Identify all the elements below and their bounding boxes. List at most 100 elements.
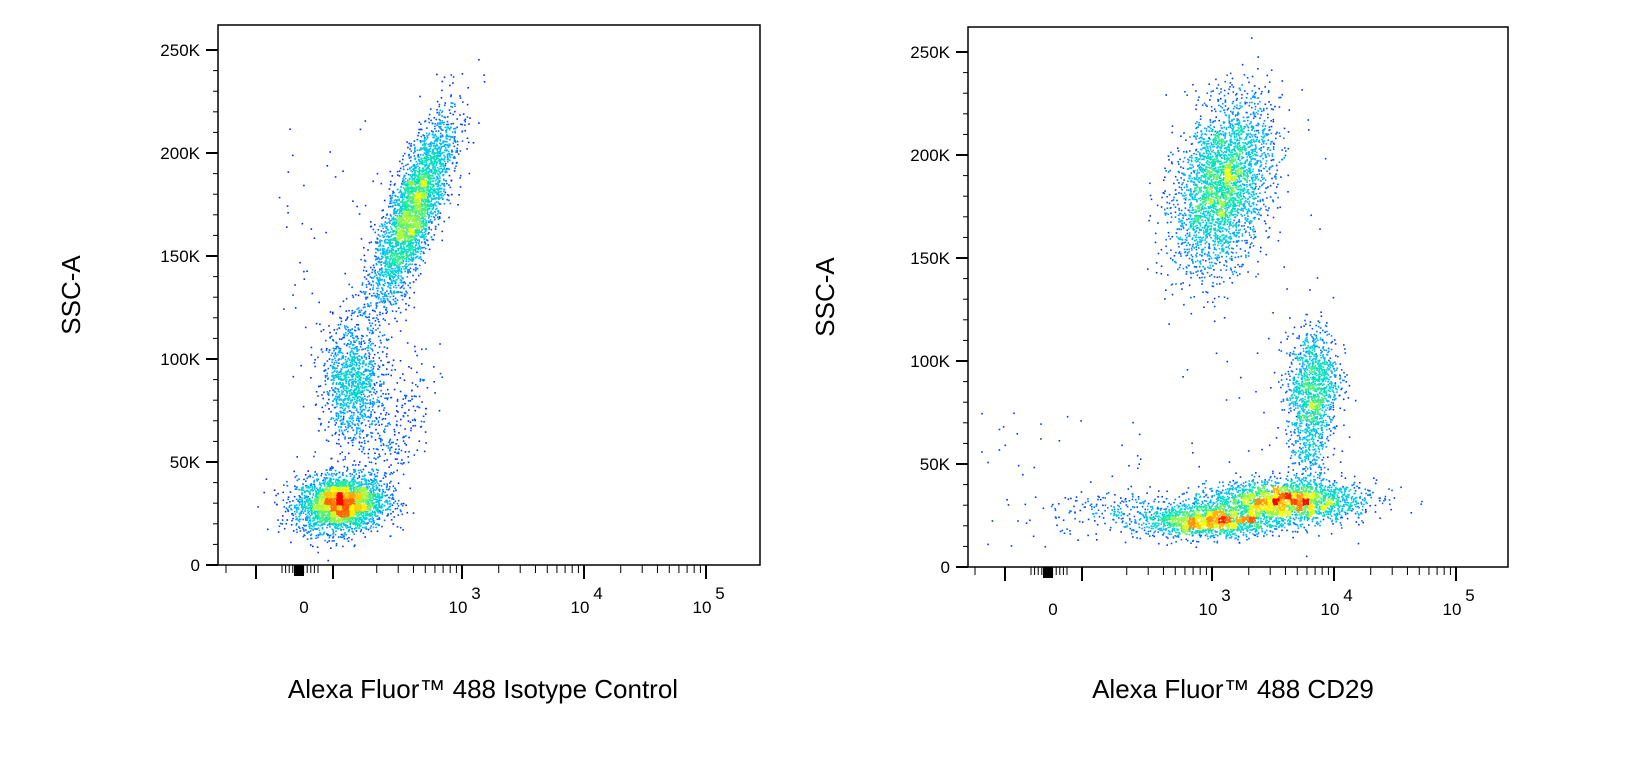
event-dot bbox=[387, 257, 389, 260]
event-dot bbox=[418, 169, 421, 171]
event-dot bbox=[436, 177, 439, 179]
event-dot bbox=[388, 361, 390, 364]
event-dot bbox=[363, 340, 365, 342]
event-dot bbox=[377, 287, 379, 290]
event-dot bbox=[424, 165, 426, 168]
event-dot bbox=[367, 305, 369, 307]
event-dot bbox=[429, 154, 431, 157]
event-dot bbox=[340, 358, 343, 360]
event-dot bbox=[376, 515, 379, 517]
event-dot bbox=[376, 277, 378, 280]
event-dot bbox=[419, 140, 422, 142]
event-dot bbox=[336, 403, 338, 405]
event-dot bbox=[426, 154, 429, 156]
event-dot bbox=[384, 301, 386, 303]
event-dot bbox=[383, 407, 386, 409]
event-dot bbox=[442, 165, 445, 167]
event-dot bbox=[360, 383, 362, 385]
event-dot bbox=[383, 280, 386, 282]
event-dot bbox=[331, 472, 333, 475]
event-dot bbox=[362, 398, 365, 401]
event-dot bbox=[403, 152, 406, 155]
event-dot bbox=[430, 145, 432, 148]
event-dot bbox=[367, 528, 370, 531]
event-dot bbox=[339, 350, 342, 352]
event-dot bbox=[406, 183, 408, 186]
event-dot bbox=[363, 259, 366, 262]
event-dot bbox=[387, 373, 390, 376]
event-dot bbox=[392, 259, 394, 262]
event-dot bbox=[459, 174, 462, 177]
event-dot bbox=[428, 173, 430, 176]
event-dot bbox=[300, 501, 302, 503]
event-dot bbox=[322, 482, 325, 485]
event-dot bbox=[326, 360, 329, 362]
event-dot bbox=[315, 510, 317, 513]
event-dot bbox=[415, 256, 418, 258]
event-dot bbox=[408, 436, 410, 439]
event-dot bbox=[423, 138, 426, 140]
event-dot bbox=[389, 240, 391, 242]
event-dot bbox=[430, 212, 433, 215]
event-dot bbox=[365, 291, 367, 293]
event-dot bbox=[381, 423, 383, 426]
event-dot bbox=[412, 165, 414, 167]
event-dot bbox=[342, 417, 345, 419]
event-dot bbox=[392, 221, 394, 223]
event-dot bbox=[381, 373, 383, 376]
event-dot bbox=[439, 149, 442, 152]
event-dot bbox=[429, 182, 432, 184]
event-dot bbox=[298, 520, 301, 523]
event-dot bbox=[358, 367, 361, 370]
event-dot bbox=[328, 358, 331, 360]
event-dot bbox=[390, 270, 393, 273]
event-dot bbox=[413, 418, 416, 421]
event-dot bbox=[375, 391, 378, 393]
event-dot bbox=[384, 261, 387, 263]
event-dot bbox=[403, 188, 406, 191]
event-dot bbox=[381, 492, 384, 494]
event-dot bbox=[338, 399, 341, 402]
event-dot bbox=[428, 248, 431, 251]
event-dot bbox=[334, 469, 337, 472]
event-dot bbox=[430, 159, 432, 161]
event-dot bbox=[321, 524, 323, 526]
event-dot bbox=[424, 145, 426, 147]
event-dot bbox=[422, 144, 424, 146]
event-dot bbox=[314, 474, 316, 476]
event-dot bbox=[374, 424, 377, 426]
event-dot bbox=[412, 250, 415, 253]
event-dot bbox=[436, 192, 438, 195]
event-dot bbox=[399, 377, 402, 379]
event-dot bbox=[357, 379, 359, 382]
event-dot bbox=[373, 403, 376, 405]
event-dot bbox=[396, 267, 398, 269]
event-dot bbox=[356, 363, 358, 366]
event-dot bbox=[409, 148, 411, 150]
event-dot bbox=[338, 362, 340, 364]
event-dot bbox=[352, 296, 355, 299]
event-dot bbox=[342, 355, 345, 357]
event-dot bbox=[384, 299, 386, 302]
event-dot bbox=[411, 188, 413, 190]
event-dot bbox=[377, 420, 380, 422]
event-dot bbox=[436, 172, 439, 175]
event-dot bbox=[388, 244, 391, 246]
event-dot bbox=[324, 479, 327, 481]
event-dot bbox=[295, 509, 298, 511]
event-dot bbox=[441, 120, 444, 122]
event-dot bbox=[362, 478, 364, 480]
event-dot bbox=[338, 522, 341, 524]
event-dot bbox=[302, 487, 304, 489]
event-dot bbox=[383, 483, 386, 485]
event-dot bbox=[386, 272, 389, 275]
event-dot bbox=[347, 369, 350, 371]
event-dot bbox=[426, 132, 428, 135]
event-dot bbox=[305, 506, 308, 508]
event-dot bbox=[422, 167, 425, 169]
event-dot bbox=[303, 184, 305, 187]
event-dot bbox=[418, 170, 420, 173]
event-dot bbox=[369, 423, 371, 426]
event-dot bbox=[327, 393, 329, 395]
event-dot bbox=[352, 429, 355, 432]
